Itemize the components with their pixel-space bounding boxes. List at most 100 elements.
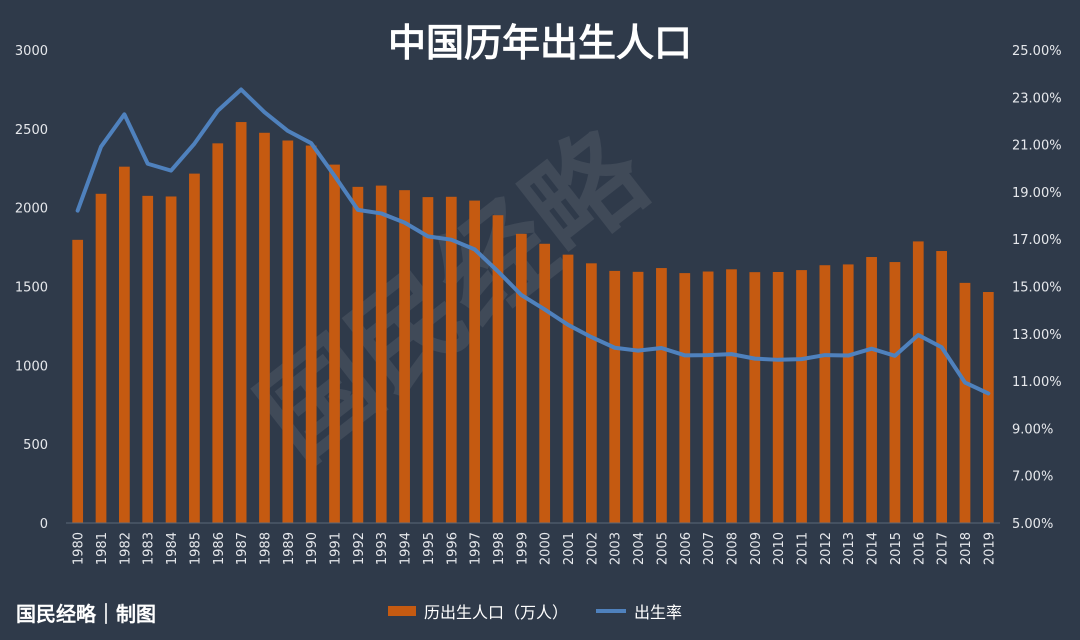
x-tick-label: 1980 [72, 532, 87, 565]
bar-1981 [95, 193, 107, 524]
bar-2009 [749, 272, 761, 523]
bar-2016 [912, 241, 924, 523]
x-tick-label: 2000 [539, 532, 554, 565]
x-tick-label: 1994 [399, 532, 414, 565]
bar-1997 [469, 200, 480, 524]
x-tick-label: 2015 [889, 532, 904, 565]
y-left-tick-label: 1000 [15, 359, 48, 374]
bar-1991 [329, 164, 340, 524]
x-tick-label: 1984 [165, 532, 180, 565]
x-tick-label: 1983 [142, 532, 157, 565]
bar-1999 [515, 233, 527, 523]
x-tick-label: 1992 [352, 532, 367, 565]
x-tick-label: 1990 [305, 532, 320, 565]
bar-2006 [679, 273, 691, 523]
bar-2002 [586, 263, 597, 523]
bar-1988 [259, 132, 270, 523]
y-right-tick-label: 21.00% [1012, 139, 1062, 154]
bar-1992 [352, 186, 364, 523]
bar-2000 [539, 243, 551, 523]
y-left-tick-label: 2000 [15, 202, 48, 217]
bar-1993 [375, 185, 387, 524]
bar-1990 [305, 145, 317, 523]
x-tick-label: 1998 [492, 532, 507, 565]
x-tick-label: 2009 [749, 532, 764, 565]
y-left-axis: 0 500 1000 1500 2000 2500 3000 [15, 44, 48, 532]
y-left-tick-label: 3000 [15, 44, 48, 59]
bar-1996 [445, 196, 457, 524]
y-right-tick-label: 13.00% [1012, 328, 1062, 343]
bar-1989 [282, 140, 294, 523]
bar-2014 [866, 257, 877, 523]
bar-1998 [492, 215, 504, 523]
bar-1987 [235, 122, 247, 524]
chart-title: 中国历年出生人口 [388, 21, 692, 65]
bar-1982 [119, 166, 130, 523]
x-tick-label: 2002 [585, 532, 600, 565]
bar-2018 [959, 282, 971, 523]
x-tick-label: 1993 [375, 532, 390, 565]
bar-2017 [936, 251, 947, 523]
x-tick-label: 2014 [866, 532, 881, 565]
y-left-tick-label: 1500 [15, 281, 48, 296]
bar-1986 [212, 143, 224, 523]
bar-2003 [609, 270, 621, 523]
x-tick-label: 2019 [982, 532, 997, 565]
x-tick-label: 1987 [235, 532, 250, 565]
line-layer [75, 87, 991, 396]
bar-2011 [796, 270, 807, 523]
x-tick-label: 1997 [469, 532, 484, 565]
x-axis: 1980 1981 1982 1983 1984 1985 1986 1987 1988 1989… [72, 532, 998, 565]
bars-layer [72, 122, 994, 524]
y-right-tick-label: 15.00% [1012, 281, 1062, 296]
x-tick-label: 2012 [819, 532, 834, 565]
brand-label: 国民经略｜制图 [16, 602, 156, 626]
x-tick-label: 1989 [282, 532, 297, 565]
x-tick-label: 1995 [422, 532, 437, 565]
x-tick-label: 2004 [632, 532, 647, 565]
x-tick-label: 2011 [796, 532, 811, 565]
bar-2015 [889, 262, 901, 523]
bar-2008 [726, 269, 737, 523]
legend-bar-label: 历出生人口（万人） [424, 603, 568, 622]
y-right-tick-label: 19.00% [1012, 186, 1062, 201]
bar-2019 [982, 292, 994, 523]
y-right-axis: 5.00% 7.00% 9.00% 11.00% 13.00% 15.00% 17.00% 1… [1012, 44, 1062, 532]
x-tick-label: 1981 [95, 532, 110, 565]
y-left-tick-label: 2500 [15, 123, 48, 138]
x-tick-label: 2001 [562, 532, 577, 565]
bar-1983 [142, 195, 154, 523]
y-right-tick-label: 11.00% [1012, 375, 1062, 390]
legend: 历出生人口（万人） 出生率 [388, 603, 682, 622]
bar-1980 [72, 239, 84, 523]
y-right-tick-label: 5.00% [1012, 517, 1053, 532]
x-tick-label: 2006 [679, 532, 694, 565]
legend-bar-swatch [388, 606, 416, 616]
bar-2013 [842, 264, 854, 523]
bar-1985 [189, 173, 200, 524]
x-tick-label: 2010 [772, 532, 787, 565]
bar-2005 [656, 268, 667, 523]
birth-rate-line [75, 87, 991, 396]
x-tick-label: 1982 [118, 532, 133, 565]
bar-1984 [165, 196, 177, 523]
y-left-tick-label: 500 [23, 438, 48, 453]
x-tick-label: 1986 [212, 532, 227, 565]
y-left-tick-label: 0 [40, 517, 48, 532]
x-tick-label: 2018 [959, 532, 974, 565]
x-tick-label: 1999 [515, 532, 530, 565]
x-tick-label: 2007 [702, 532, 717, 565]
bar-2010 [772, 271, 784, 523]
x-tick-label: 2016 [912, 532, 927, 565]
x-tick-label: 1996 [445, 532, 460, 565]
x-tick-label: 2008 [725, 532, 740, 565]
x-tick-label: 1985 [188, 532, 203, 565]
x-tick-label: 2013 [842, 532, 857, 565]
legend-line-label: 出生率 [634, 603, 682, 622]
x-tick-label: 2005 [655, 532, 670, 565]
bar-2007 [702, 271, 714, 523]
y-right-tick-label: 23.00% [1012, 91, 1062, 106]
bar-2004 [632, 271, 644, 523]
